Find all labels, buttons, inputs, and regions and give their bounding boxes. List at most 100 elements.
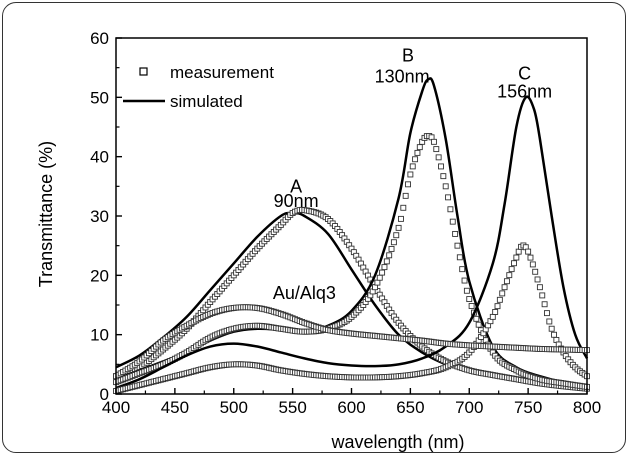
x-tick-label: 750 <box>514 398 542 417</box>
data-point <box>381 264 388 271</box>
data-point <box>393 232 400 239</box>
data-point <box>388 245 395 252</box>
data-point <box>412 156 419 163</box>
series-markers-measured-b <box>113 133 590 390</box>
data-point <box>489 313 496 320</box>
data-point <box>438 163 444 170</box>
data-point <box>492 309 499 315</box>
series-layer <box>113 77 590 394</box>
data-point <box>527 254 534 261</box>
data-point <box>534 276 541 283</box>
data-point <box>407 171 414 178</box>
data-point <box>386 252 393 259</box>
data-point <box>374 279 381 286</box>
data-point <box>402 192 409 199</box>
data-point <box>496 296 503 303</box>
data-point <box>463 287 470 294</box>
data-point <box>445 194 452 201</box>
data-point <box>416 144 423 151</box>
x-tick-label: 700 <box>455 398 483 417</box>
legend-marker-measurement <box>139 67 148 76</box>
y-tick-label: 40 <box>90 148 109 167</box>
y-tick-label: 0 <box>100 385 109 404</box>
data-point <box>405 181 411 188</box>
y-tick-label: 50 <box>90 88 109 107</box>
data-point <box>548 325 555 332</box>
x-tick-label: 650 <box>396 398 424 417</box>
data-point <box>473 315 480 322</box>
data-point <box>376 274 383 281</box>
data-point <box>395 224 402 231</box>
x-tick-label: 800 <box>573 398 601 417</box>
data-point <box>511 260 517 267</box>
data-point <box>435 154 442 161</box>
series-markers-measured-au-alq3 <box>113 304 590 380</box>
y-tick-label: 20 <box>90 266 109 285</box>
data-point <box>440 173 447 180</box>
data-point <box>390 239 397 246</box>
x-tick-label: 550 <box>278 398 306 417</box>
data-point <box>454 242 461 249</box>
data-point <box>544 310 550 317</box>
data-point <box>501 284 508 291</box>
data-point <box>475 321 482 328</box>
x-tick-label: 500 <box>220 398 248 417</box>
data-point <box>513 254 520 261</box>
annotation-c: C <box>518 64 531 84</box>
y-axis-title: Transmittance (%) <box>36 141 56 287</box>
data-point <box>383 258 390 265</box>
y-tick-label: 10 <box>90 326 109 345</box>
data-point <box>503 278 510 285</box>
x-tick-label: 400 <box>102 398 130 417</box>
x-tick-label: 450 <box>161 398 189 417</box>
annotation-130nm: 130nm <box>375 67 430 87</box>
data-point <box>506 272 513 279</box>
data-point <box>515 248 522 255</box>
data-point <box>468 303 475 309</box>
data-point <box>442 183 449 190</box>
ticks-layer: 400 450 500 550 600 650 700 750 800 0 10 20 30 40 50 60 <box>90 29 601 417</box>
data-point <box>551 331 557 338</box>
data-point <box>379 269 386 276</box>
data-point <box>449 218 456 225</box>
legend-label-simulated: simulated <box>170 92 243 111</box>
data-point <box>536 284 543 291</box>
legend: measurement simulated <box>123 63 274 111</box>
series-markers-measured-c <box>113 242 590 394</box>
data-point <box>461 277 468 284</box>
data-point <box>414 149 421 156</box>
data-point <box>499 290 506 297</box>
x-axis-title: wavelength (nm) <box>330 432 464 452</box>
data-point <box>529 261 536 268</box>
data-point <box>452 230 459 237</box>
data-point <box>459 266 466 273</box>
series-markers-measured-a <box>113 206 590 392</box>
data-point <box>546 318 553 325</box>
data-point <box>466 296 473 303</box>
data-point <box>539 292 546 299</box>
data-point <box>525 248 532 255</box>
x-tick-label: 600 <box>337 398 365 417</box>
data-point <box>494 303 501 310</box>
data-point <box>398 215 404 222</box>
data-point <box>433 146 440 153</box>
data-point <box>400 204 407 211</box>
annotation-au-alq3: Au/Alq3 <box>273 283 336 303</box>
data-point <box>409 163 416 170</box>
annotation-a: A <box>290 176 302 196</box>
annotation-156nm: 156nm <box>497 81 552 101</box>
series-line-simulated-a <box>115 211 588 391</box>
data-point <box>456 254 463 261</box>
y-tick-label: 30 <box>90 207 109 226</box>
data-point <box>532 268 539 275</box>
y-tick-label: 60 <box>90 29 109 48</box>
annotation-90nm: 90nm <box>274 191 319 211</box>
series-line-simulated-c <box>115 95 589 390</box>
data-point <box>447 206 454 213</box>
legend-label-measurement: measurement <box>170 63 274 82</box>
annotation-b: B <box>402 46 414 66</box>
data-point <box>430 138 437 145</box>
data-point <box>508 266 515 273</box>
